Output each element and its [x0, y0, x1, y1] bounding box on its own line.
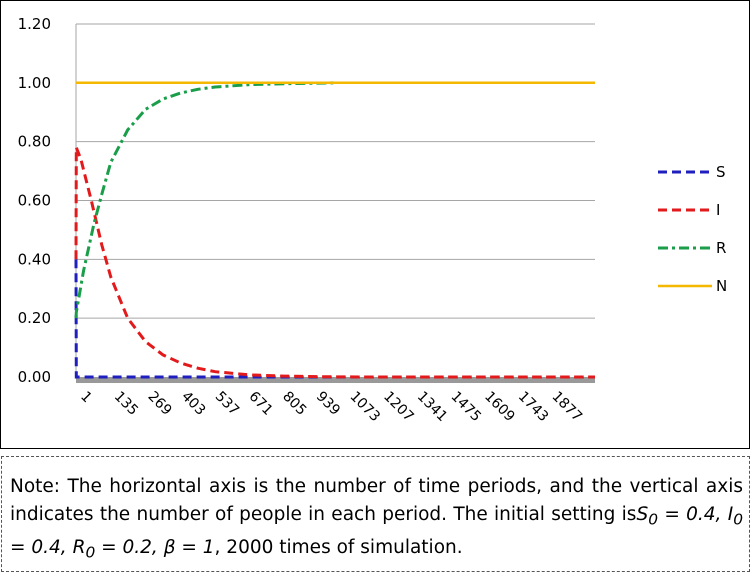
note-i0: I0 = 0.4, — [10, 504, 744, 558]
legend-label-i: I — [716, 201, 720, 219]
x-tick-label: 1073 — [347, 389, 384, 426]
x-tick-label: 403 — [178, 389, 208, 419]
x-tick-label: 805 — [279, 389, 309, 419]
series-lines — [74, 81, 595, 379]
note-box: Note: The horizontal axis is the number … — [1, 456, 750, 572]
x-tick-label: 1 — [77, 389, 95, 407]
x-tick-label: 1743 — [515, 389, 552, 426]
x-tick-label: 269 — [145, 389, 175, 419]
y-tick-label: 0.60 — [18, 192, 51, 210]
y-tick-label: 1.20 — [18, 15, 51, 33]
gridlines — [76, 23, 595, 319]
x-tick-label: 1207 — [380, 389, 417, 426]
legend-label-n: N — [716, 277, 727, 295]
legend: S I R N — [658, 163, 727, 295]
x-tick-label: 537 — [212, 389, 242, 419]
x-tick-label: 1877 — [549, 389, 586, 426]
legend-label-s: S — [716, 163, 726, 181]
y-tick-label: 0.00 — [18, 368, 51, 386]
note-prefix: Note: The horizontal axis is the number … — [10, 476, 743, 525]
note-suffix: , 2000 times of simulation. — [214, 536, 463, 558]
x-tick-label: 1475 — [448, 389, 485, 426]
series-line-i — [74, 146, 595, 379]
x-tick-label: 939 — [313, 389, 343, 419]
x-tick-label: 1609 — [481, 389, 518, 426]
line-chart: 0.00 0.20 0.40 0.60 0.80 1.00 1.20 1 135 269 403 5… — [18, 15, 728, 426]
y-tick-label: 0.20 — [18, 309, 51, 327]
note-s0: S0 = 0.4, — [636, 504, 728, 529]
y-tick-label: 0.40 — [18, 250, 51, 268]
x-axis: 1 135 269 403 537 671 805 939 107312071341147516… — [76, 377, 595, 426]
x-tick-label: 135 — [111, 389, 141, 419]
x-tick-label: 1341 — [414, 389, 451, 426]
y-tick-label: 0.80 — [18, 133, 51, 151]
chart-frame: 0.00 0.20 0.40 0.60 0.80 1.00 1.20 1 135 269 403 5… — [0, 0, 750, 449]
note-r0: R0 = 0.2, — [72, 536, 164, 562]
y-axis: 0.00 0.20 0.40 0.60 0.80 1.00 1.20 — [18, 15, 77, 386]
legend-label-r: R — [716, 239, 726, 257]
series-line-r — [74, 81, 336, 319]
note-beta: β = 1 — [163, 536, 215, 558]
x-tick-label: 671 — [246, 389, 276, 419]
y-tick-label: 1.00 — [18, 74, 51, 92]
